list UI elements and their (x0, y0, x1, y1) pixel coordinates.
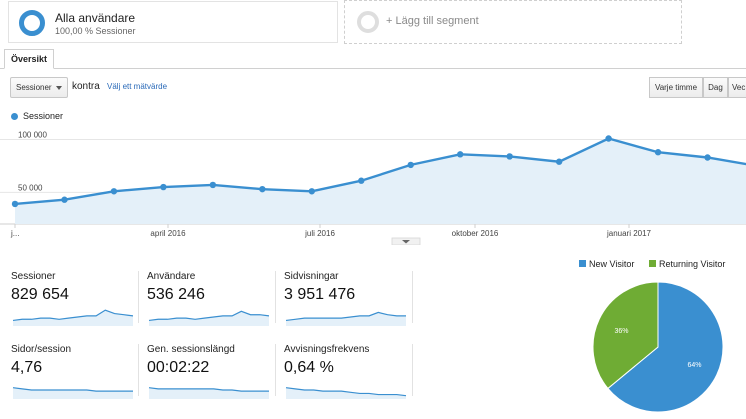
segment-ring-icon (19, 10, 45, 36)
x-tick-label: j... (10, 229, 19, 238)
data-point (61, 196, 68, 203)
sessions-line (14, 137, 746, 206)
scorecard-divider (412, 344, 413, 396)
scorecard-divider (275, 344, 276, 396)
scorecard-pages-per-session[interactable]: Sidor/session 4,76 (11, 344, 141, 404)
scorecard-sparkline (148, 310, 270, 326)
legend-label-returning-visitor: Returning Visitor (659, 259, 726, 269)
legend-label-sessions: Sessioner (23, 111, 64, 121)
scorecard-label: Sidvisningar (284, 271, 339, 282)
legend-swatch-sessions (11, 113, 18, 120)
sessions-area (15, 138, 746, 224)
sparkline-area (286, 312, 406, 326)
scorecard-divider (412, 271, 413, 323)
choose-metric-link[interactable]: Välj ett mätvärde (107, 82, 168, 91)
data-point (605, 135, 612, 142)
data-point (654, 149, 662, 156)
scorecard-label: Gen. sessionslängd (147, 344, 235, 355)
scorecard-divider (138, 271, 139, 323)
data-point (704, 154, 711, 161)
scorecard-label: Sidor/session (11, 344, 72, 355)
scorecard-pageviews[interactable]: Sidvisningar 3 951 476 (284, 271, 414, 331)
legend-swatch-new-visitor (579, 260, 586, 268)
scorecard-value: 00:02:22 (147, 359, 210, 376)
versus-label: kontra (72, 81, 100, 92)
data-point (407, 161, 414, 169)
scorecard-value: 0,64 % (284, 359, 334, 376)
sparkline-line (285, 311, 406, 322)
tab-overview[interactable]: Översikt (4, 49, 55, 69)
scorecard-label: Sessioner (11, 271, 56, 282)
data-point (110, 188, 118, 195)
data-point (555, 158, 563, 165)
chevron-down-icon (56, 86, 62, 90)
data-point (11, 200, 19, 208)
x-tick-label: januari 2017 (606, 229, 652, 238)
sparkline-area (149, 311, 269, 326)
scorecard-sparkline (148, 387, 269, 399)
sparkline-line (12, 387, 133, 392)
data-point (259, 185, 266, 193)
sparkline-line (12, 309, 134, 322)
scorecard-divider (275, 271, 276, 323)
empty-segment-ring-icon (357, 11, 379, 33)
pie-legend-new-visitor: New Visitor (579, 259, 634, 269)
x-tick-label: juli 2016 (304, 229, 335, 238)
scorecard-label: Användare (147, 271, 196, 282)
metric-select-value: Sessioner (16, 83, 52, 92)
sessions-line-chart: 100 000 50 000 j... april 2016 juli 2016 okto… (0, 131, 746, 245)
scorecard-sessions[interactable]: Sessioner 829 654 (11, 271, 141, 331)
segment-card-all-users[interactable]: Alla användare 100,00 % Sessioner (8, 1, 338, 43)
pie-legend-returning-visitor: Returning Visitor (649, 259, 725, 269)
range-button-week[interactable]: Vec (728, 77, 746, 98)
x-tick-label: april 2016 (150, 229, 186, 238)
scorecard-value: 536 246 (147, 286, 205, 303)
data-point (160, 183, 167, 191)
visitor-type-pie-chart: 64% 36% (592, 281, 724, 413)
add-segment-label: + Lägg till segment (386, 15, 479, 27)
scorecard-label: Avvisningsfrekvens (284, 344, 370, 355)
scorecard-users[interactable]: Användare 536 246 (147, 271, 277, 331)
pie-slice (607, 281, 724, 413)
y-tick-label: 50 000 (18, 183, 43, 192)
scorecard-value: 4,76 (11, 359, 43, 376)
segment-subtitle: 100,00 % Sessioner (55, 26, 136, 36)
scorecard-bounce-rate[interactable]: Avvisningsfrekvens 0,64 % (284, 344, 414, 404)
scorecard-divider (138, 344, 139, 396)
chevron-down-icon (402, 240, 410, 244)
scorecard-sparkline (12, 309, 134, 326)
chart-collapse-handle (391, 237, 421, 245)
range-button-hourly[interactable]: Varje timme (649, 77, 703, 98)
scorecard-value: 3 951 476 (284, 286, 356, 303)
sparkline-line (148, 310, 270, 322)
scorecard-sparkline (285, 387, 407, 399)
segment-title: Alla användare (55, 11, 136, 25)
sparkline-area (149, 387, 269, 399)
scorecard-avg-session-duration[interactable]: Gen. sessionslängd 00:02:22 (147, 344, 277, 404)
legend-label-new-visitor: New Visitor (589, 259, 635, 269)
data-point (506, 153, 513, 160)
x-tick-label: oktober 2016 (452, 229, 499, 238)
scorecard-sparkline (285, 311, 406, 326)
segment-bar: Alla användare 100,00 % Sessioner + Lägg… (0, 0, 746, 44)
tab-divider (0, 68, 746, 69)
pie-slice-label: 36% (615, 328, 629, 335)
scorecard-sparkline (12, 387, 133, 399)
data-point (457, 151, 464, 158)
legend-swatch-returning-visitor (649, 260, 656, 268)
data-point (209, 181, 217, 189)
pie-slice (592, 281, 659, 390)
sparkline-line (285, 387, 407, 397)
data-point (308, 188, 315, 195)
metric-select[interactable]: Sessioner (10, 77, 68, 98)
data-point (358, 177, 365, 184)
sparkline-line (148, 387, 269, 392)
range-button-day[interactable]: Dag (703, 77, 728, 98)
scorecard-value: 829 654 (11, 286, 69, 303)
add-segment-button[interactable]: + Lägg till segment (344, 0, 682, 44)
y-tick-label: 100 000 (18, 131, 47, 140)
pie-slice-label: 64% (687, 362, 701, 369)
